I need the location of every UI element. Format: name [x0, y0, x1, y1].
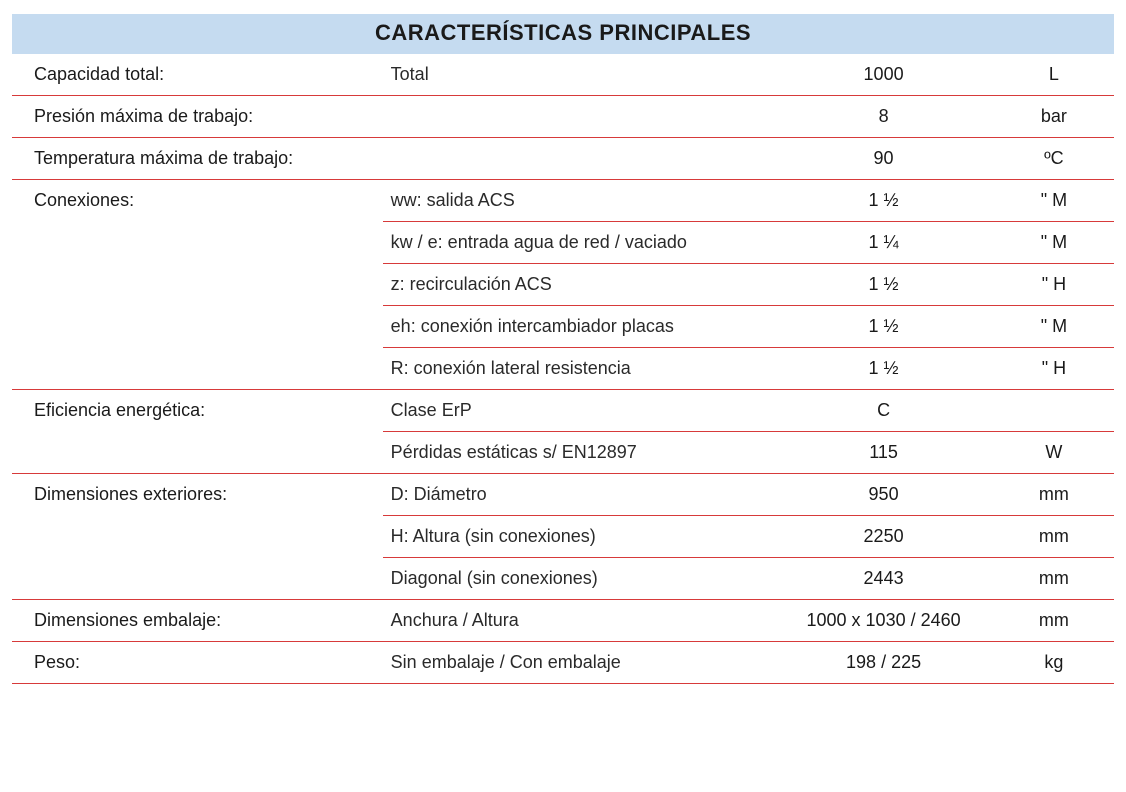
- row-unit: mm: [994, 474, 1114, 516]
- row-value: 1000 x 1030 / 2460: [773, 600, 993, 642]
- row-description: ww: salida ACS: [383, 180, 774, 222]
- row-description: Pérdidas estáticas s/ EN12897: [383, 432, 774, 474]
- row-description: Clase ErP: [383, 390, 774, 432]
- row-label: Capacidad total:: [12, 54, 383, 96]
- row-unit: L: [994, 54, 1114, 96]
- row-description: D: Diámetro: [383, 474, 774, 516]
- row-unit: ºC: [994, 138, 1114, 180]
- row-description: Total: [383, 54, 774, 96]
- row-description: Anchura / Altura: [383, 600, 774, 642]
- row-description: z: recirculación ACS: [383, 264, 774, 306]
- row-label: Conexiones:: [12, 180, 383, 390]
- row-description: [383, 138, 774, 180]
- row-label: Peso:: [12, 642, 383, 684]
- row-description: Sin embalaje / Con embalaje: [383, 642, 774, 684]
- row-value: C: [773, 390, 993, 432]
- row-value: 1 ¼: [773, 222, 993, 264]
- row-value: 1000: [773, 54, 993, 96]
- row-unit: " M: [994, 180, 1114, 222]
- table-row: Capacidad total:Total1000L: [12, 54, 1114, 96]
- row-description: kw / e: entrada agua de red / vaciado: [383, 222, 774, 264]
- table-row: Conexiones:ww: salida ACS1 ½" M: [12, 180, 1114, 222]
- row-value: 1 ½: [773, 180, 993, 222]
- table-title: CARACTERÍSTICAS PRINCIPALES: [12, 14, 1114, 54]
- row-value: 2250: [773, 516, 993, 558]
- row-value: 198 / 225: [773, 642, 993, 684]
- table-row: Peso:Sin embalaje / Con embalaje198 / 22…: [12, 642, 1114, 684]
- row-value: 115: [773, 432, 993, 474]
- row-unit: [994, 390, 1114, 432]
- table-row: Presión máxima de trabajo: 8bar: [12, 96, 1114, 138]
- row-value: 1 ½: [773, 264, 993, 306]
- row-value: 1 ½: [773, 348, 993, 390]
- table-row: Dimensiones embalaje:Anchura / Altura100…: [12, 600, 1114, 642]
- table-row: Eficiencia energética:Clase ErPC: [12, 390, 1114, 432]
- row-unit: W: [994, 432, 1114, 474]
- row-description: H: Altura (sin conexiones): [383, 516, 774, 558]
- row-label: Presión máxima de trabajo:: [12, 96, 383, 138]
- row-unit: " M: [994, 222, 1114, 264]
- row-unit: mm: [994, 516, 1114, 558]
- row-label: Eficiencia energética:: [12, 390, 383, 474]
- row-value: 90: [773, 138, 993, 180]
- row-value: 1 ½: [773, 306, 993, 348]
- row-unit: " M: [994, 306, 1114, 348]
- table-row: Temperatura máxima de trabajo: 90ºC: [12, 138, 1114, 180]
- row-value: 2443: [773, 558, 993, 600]
- row-label: Temperatura máxima de trabajo:: [12, 138, 383, 180]
- table-row: Dimensiones exteriores:D: Diámetro950mm: [12, 474, 1114, 516]
- row-unit: mm: [994, 600, 1114, 642]
- row-label: Dimensiones exteriores:: [12, 474, 383, 600]
- row-unit: kg: [994, 642, 1114, 684]
- spec-table-body: Capacidad total:Total1000LPresión máxima…: [12, 54, 1114, 684]
- row-unit: mm: [994, 558, 1114, 600]
- row-description: Diagonal (sin conexiones): [383, 558, 774, 600]
- row-value: 8: [773, 96, 993, 138]
- row-description: [383, 96, 774, 138]
- row-label: Dimensiones embalaje:: [12, 600, 383, 642]
- row-description: R: conexión lateral resistencia: [383, 348, 774, 390]
- row-unit: " H: [994, 264, 1114, 306]
- spec-table: CARACTERÍSTICAS PRINCIPALES Capacidad to…: [12, 14, 1114, 684]
- row-unit: bar: [994, 96, 1114, 138]
- row-value: 950: [773, 474, 993, 516]
- row-description: eh: conexión intercambiador placas: [383, 306, 774, 348]
- row-unit: " H: [994, 348, 1114, 390]
